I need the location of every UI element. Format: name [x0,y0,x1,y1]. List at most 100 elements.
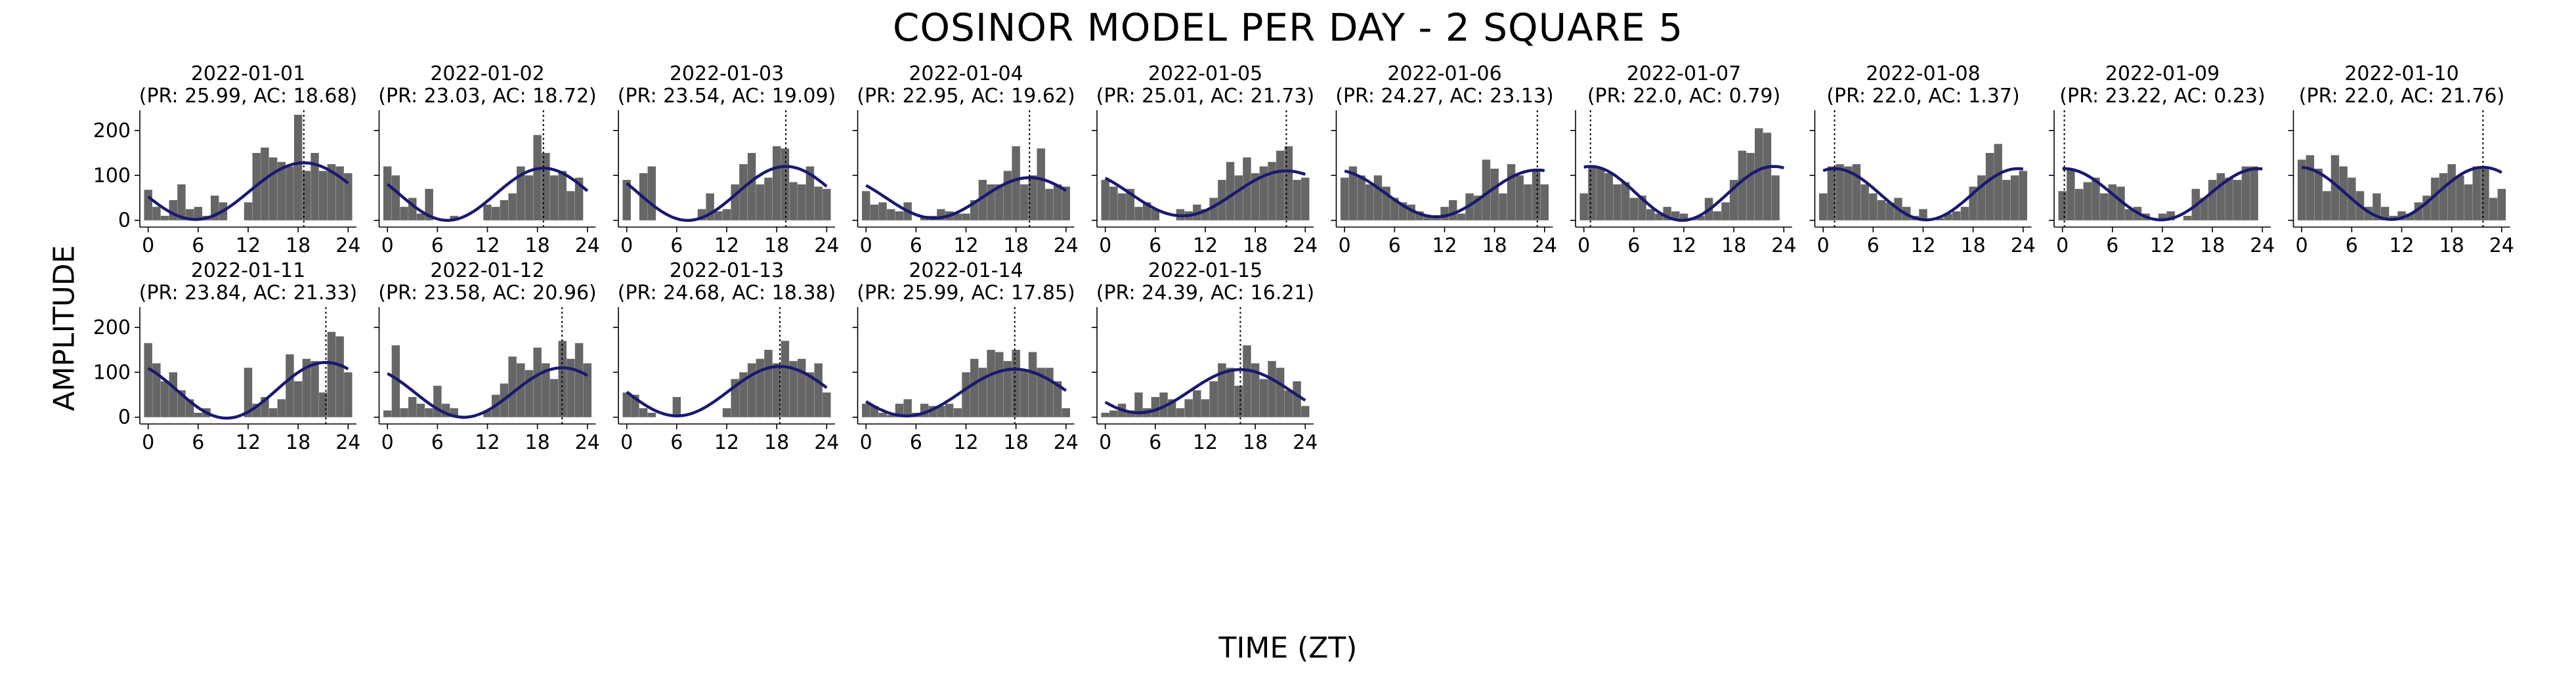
bar-zt-18 [1251,173,1260,221]
bar-zt-12 [244,368,253,417]
bar-zt-5 [903,399,912,417]
x-tick-label: 24 [575,431,600,454]
panel-date-label: 2022-01-06 [1387,62,1501,85]
bar-zt-16 [995,352,1004,417]
bar-zt-4 [416,404,425,417]
x-tick-label: 24 [814,234,839,257]
cosinor-fit-curve [2301,165,2502,221]
bar-zt-18 [293,114,303,221]
bar-zt-2 [2074,188,2084,221]
bar-zt-12 [483,410,492,417]
x-tick-label: 12 [475,234,500,257]
x-tick-label: 24 [1532,234,1557,257]
bar-zt-15 [747,363,756,417]
y-tick-label: 0 [118,209,131,232]
cosinor-fit-curve [386,167,589,222]
bar-zt-2 [878,202,887,221]
bar-zt-14 [1935,218,1944,221]
bar-zt-12 [1919,209,1927,221]
bar-zt-0 [861,191,870,221]
bar-zt-0 [1579,193,1588,221]
panel-pr-ac-label: (PR: 22.0, AC: 0.79) [1587,85,1780,108]
bar-zt-15 [747,153,756,221]
bar-zt-10 [1423,215,1432,221]
x-tick-label: 6 [670,234,683,257]
bar-zt-24 [1540,184,1549,221]
x-tick-label: 0 [142,431,154,454]
bar-zt-23 [2010,175,2019,221]
bar-zt-23 [814,363,823,417]
x-tick-label: 6 [670,431,683,454]
bar-zt-2 [878,412,887,417]
x-tick-label: 0 [1578,234,1590,257]
bar-zt-21 [319,392,328,417]
bar-zt-22 [327,164,336,221]
bar-zt-17 [2200,198,2208,221]
x-tick-label: 6 [431,431,444,454]
x-tick-label: 18 [1004,234,1029,257]
bar-zt-24 [823,392,831,417]
bar-zt-11 [953,408,962,417]
x-tick-label: 12 [953,431,978,454]
bar-zt-2 [1596,169,1605,221]
bar-zt-1 [1109,186,1118,221]
bar-zt-22 [805,166,815,221]
bar-zt-24 [583,363,592,417]
x-tick-label: 24 [335,234,360,257]
bar-zt-14 [1457,213,1466,221]
bar-zt-23 [1771,175,1780,221]
bar-zt-3 [887,209,895,221]
bar-zt-18 [1012,146,1020,221]
x-tick-label: 18 [2439,234,2464,257]
bar-zt-12 [244,202,253,221]
bar-zt-13 [1209,198,1218,221]
bar-zt-2 [160,215,169,221]
bar-zt-18 [1251,363,1260,417]
bar-zt-17 [764,350,773,417]
bar-zt-16 [517,166,525,221]
bar-zt-12 [722,209,731,221]
bar-zt-14 [739,372,748,417]
x-tick-label: 0 [620,431,633,454]
bar-zt-20 [311,153,319,221]
bar-zt-24 [344,372,353,417]
x-tick-label: 12 [714,234,739,257]
panel-date-label: 2022-01-04 [909,62,1023,85]
x-tick-label: 24 [1293,431,1318,454]
x-tick-label: 0 [381,431,394,454]
bar-zt-0 [383,410,392,417]
bar-zt-10 [945,404,954,417]
bar-zt-22 [2241,166,2250,221]
bar-zt-21 [1037,368,1045,417]
bar-zt-19 [781,148,790,221]
panel-2022-01-08: 2022-01-08(PR: 22.0, AC: 1.37) 0 6 12 18 24 [1809,62,2036,257]
bar-zt-15 [2183,215,2192,221]
bar-zt-13 [491,207,500,221]
bar-zt-17 [1243,157,1251,221]
bar-zt-16 [756,358,764,417]
x-tick-label: 18 [286,234,311,257]
panel-pr-ac-label: (PR: 23.84, AC: 21.33) [139,282,358,305]
bar-zt-24 [344,173,353,221]
bar-zt-6 [1151,396,1160,417]
bar-zt-22 [1284,390,1293,417]
cosinor-fit-curve [387,366,588,419]
bar-zt-1 [1348,166,1358,221]
x-tick-label: 0 [142,234,154,257]
x-tick-label: 0 [2296,234,2308,257]
x-tick-label: 18 [525,234,550,257]
bar-zt-19 [781,341,790,417]
bar-zt-15 [1226,161,1235,221]
bar-zt-13 [1448,200,1457,221]
bar-zt-20 [1985,153,1994,221]
bar-zt-3 [1365,184,1374,221]
bar-zt-20 [1028,352,1037,417]
bar-zt-22 [1763,133,1772,221]
x-tick-label: 6 [2346,234,2358,257]
bar-zt-8 [1885,202,1894,221]
x-tick-label: 0 [1099,234,1111,257]
bar-zt-23 [1053,381,1062,417]
cosinor-fit-curve [1104,169,1306,218]
panel-date-label: 2022-01-03 [670,62,784,85]
